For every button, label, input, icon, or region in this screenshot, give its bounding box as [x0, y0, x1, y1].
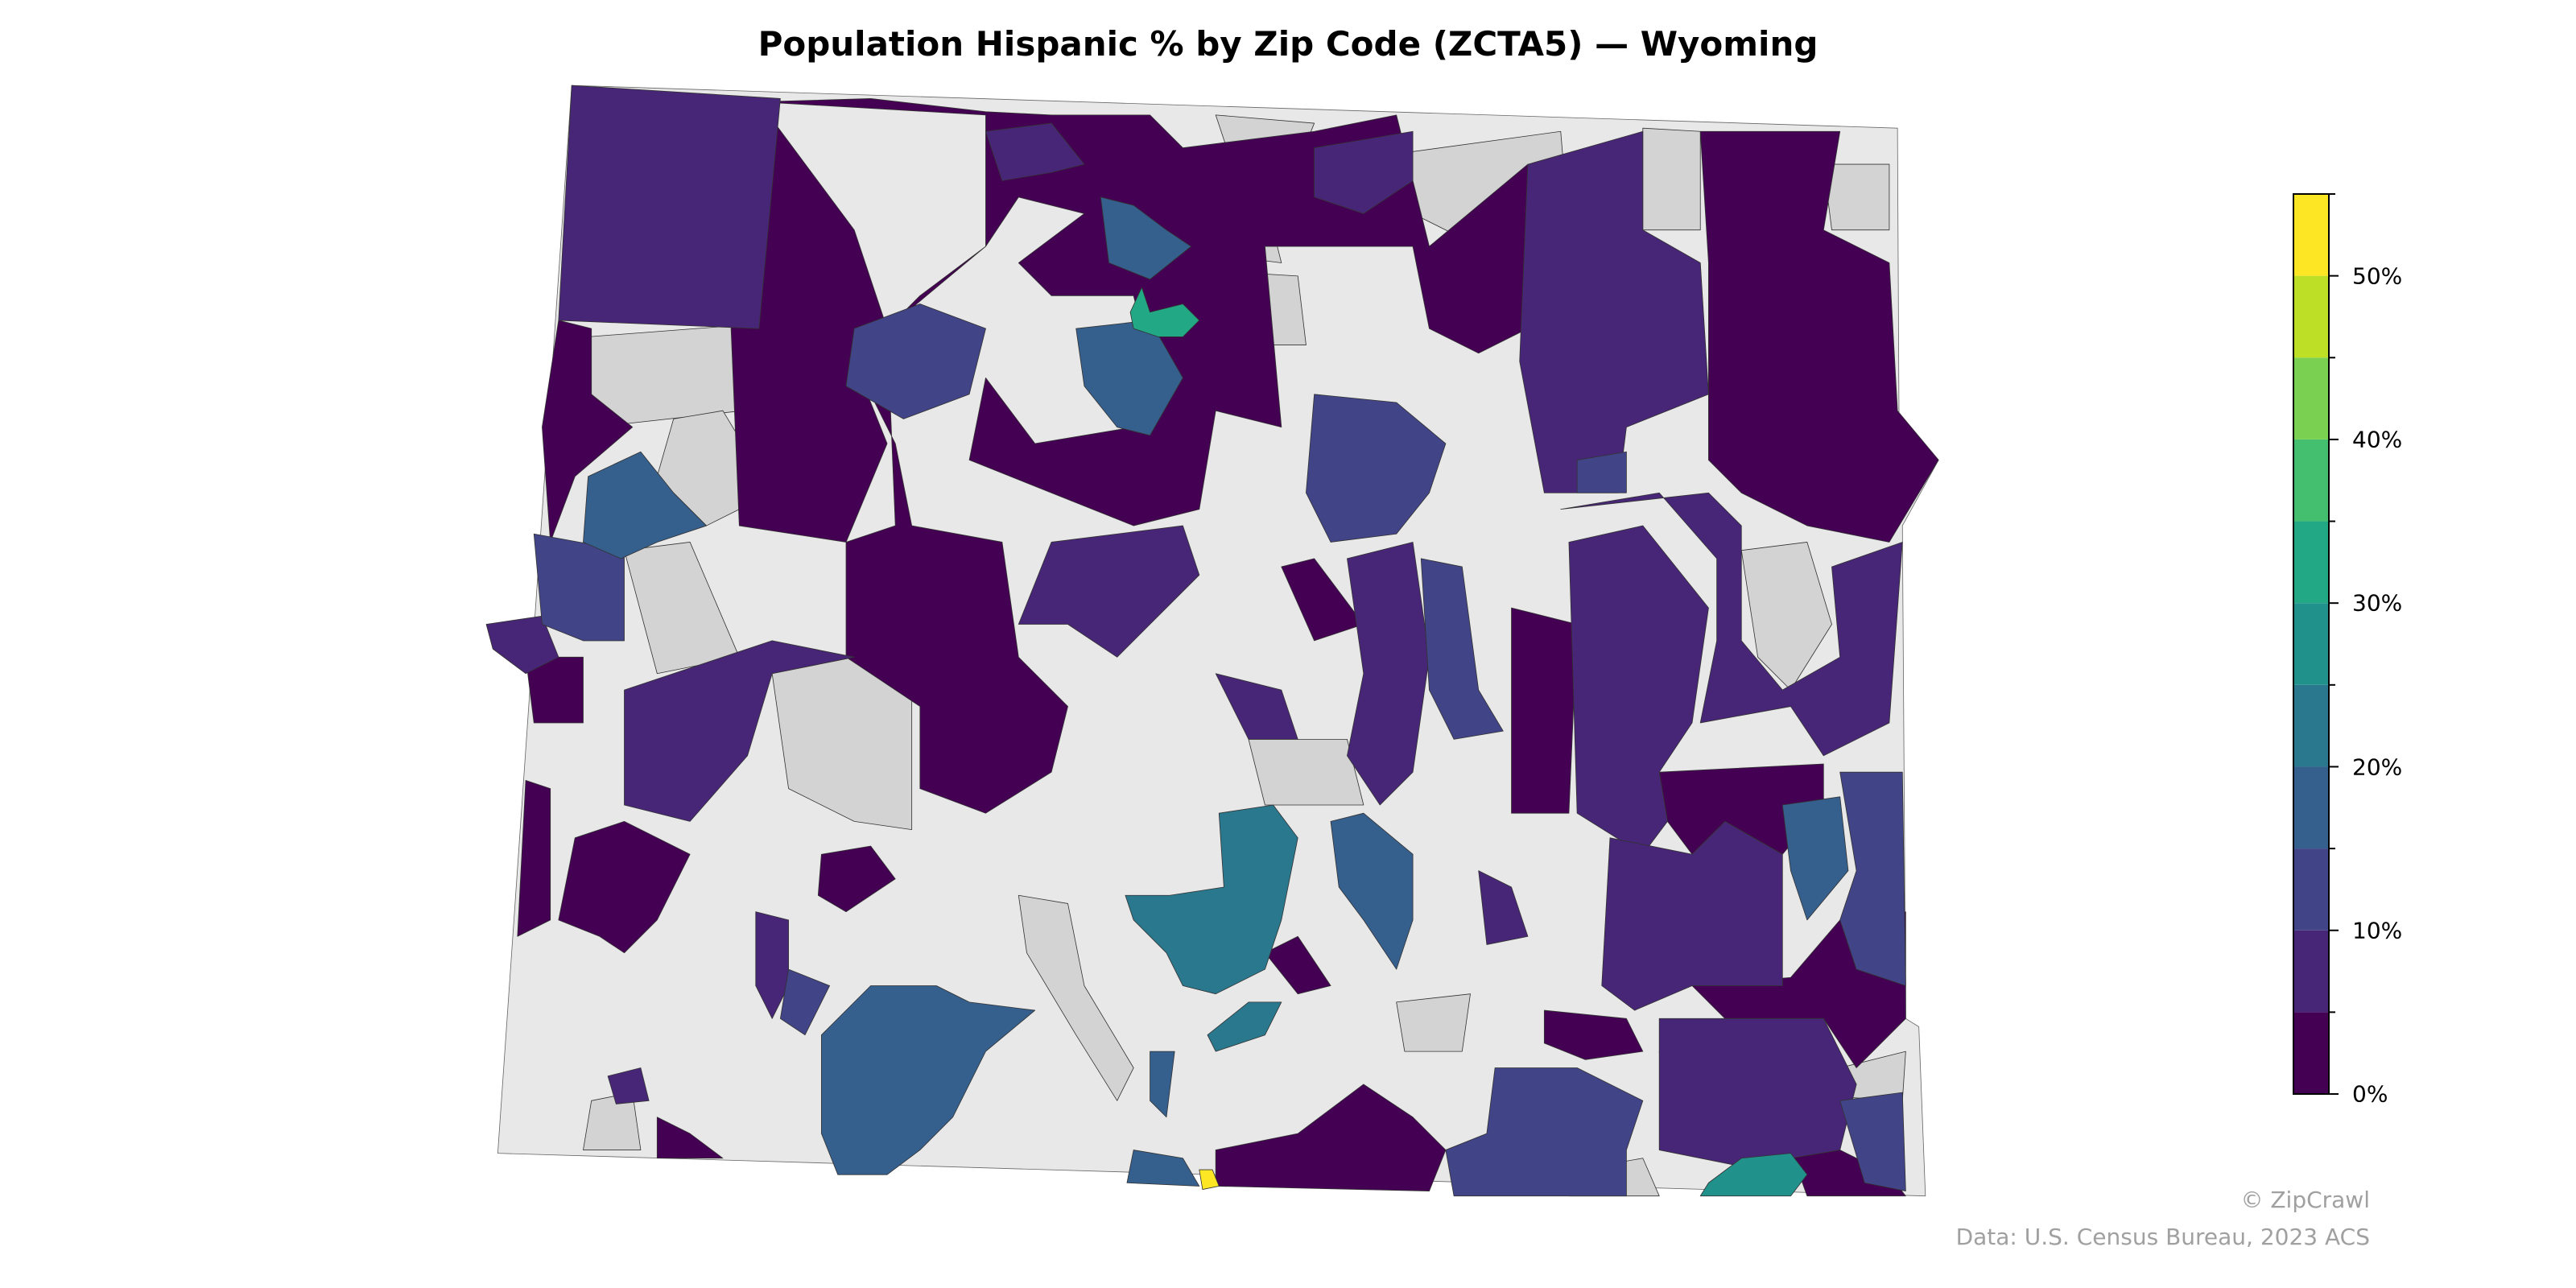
brand-credit: © ZipCrawl — [2240, 1187, 2370, 1213]
bin-50-55-regions — [1199, 1169, 1220, 1190]
colorbar-bin — [2293, 684, 2329, 767]
colorbar-tick-label-0: 0% — [2352, 1080, 2388, 1108]
colorbar-bin — [2293, 521, 2329, 604]
bin-15-20-regions — [583, 196, 1849, 1187]
colorbar-bin — [2293, 1012, 2329, 1094]
colorbar-bin — [2293, 275, 2329, 358]
bin-0-5-regions — [517, 98, 1939, 1197]
colorbar-bin — [2293, 357, 2329, 440]
colorbar-bin — [2293, 194, 2329, 276]
colorbar — [2293, 193, 2339, 1095]
colorbar-tick-label-50: 50% — [2352, 262, 2403, 290]
bin-10-15-regions — [533, 303, 1906, 1197]
colorbar-bin — [2293, 439, 2329, 522]
data-source-credit: Data: U.S. Census Bureau, 2023 ACS — [1955, 1224, 2370, 1250]
bin-5-10-regions — [485, 85, 1903, 1167]
bin-20-25-regions — [1125, 804, 1298, 1052]
colorbar-bin — [2293, 766, 2329, 849]
bin-25-30-regions — [1699, 1153, 1808, 1197]
colorbar-bin — [2293, 930, 2329, 1013]
colorbar-tick-label-40: 40% — [2352, 426, 2403, 453]
colorbar-tick-label-20: 20% — [2352, 753, 2403, 781]
colorbar-tick-label-10: 10% — [2352, 917, 2403, 944]
colorbar-tick-label-30: 30% — [2352, 589, 2403, 617]
map-title: Population Hispanic % by Zip Code (ZCTA5… — [758, 24, 1818, 64]
colorbar-bin — [2293, 848, 2329, 931]
colorbar-bin — [2293, 603, 2329, 685]
colorbar-frame — [2293, 193, 2330, 1095]
bin-30-35-regions — [1129, 287, 1200, 337]
